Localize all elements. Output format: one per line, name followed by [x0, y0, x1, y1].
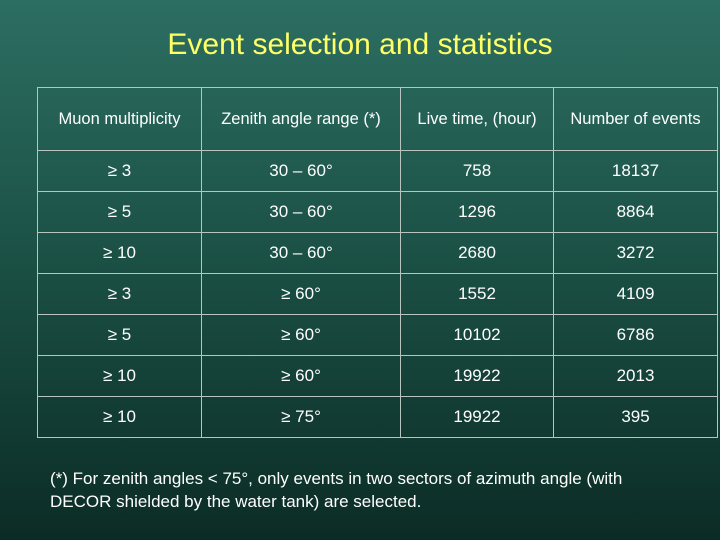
table-row: ≥ 10 ≥ 60° 19922 2013 [37, 355, 718, 397]
table-cell: ≥ 10 [37, 396, 202, 438]
table-cell: 395 [553, 396, 718, 438]
table-row: ≥ 3 30 – 60° 758 18137 [37, 150, 718, 192]
table-cell: ≥ 10 [37, 232, 202, 274]
table-cell: 758 [400, 150, 554, 192]
table-cell: ≥ 60° [201, 314, 401, 356]
column-header: Muon multiplicity [37, 87, 202, 151]
table-cell: 19922 [400, 396, 554, 438]
table-cell: 2013 [553, 355, 718, 397]
table-row: ≥ 5 30 – 60° 1296 8864 [37, 191, 718, 233]
slide-title: Event selection and statistics [167, 28, 553, 61]
table-cell: 8864 [553, 191, 718, 233]
table-cell: 4109 [553, 273, 718, 315]
table-cell: ≥ 5 [37, 191, 202, 233]
table-row: ≥ 5 ≥ 60° 10102 6786 [37, 314, 718, 356]
table-cell: ≥ 60° [201, 273, 401, 315]
column-header: Number of events [553, 87, 718, 151]
table-cell: 30 – 60° [201, 191, 401, 233]
table-cell: 3272 [553, 232, 718, 274]
table-cell: 10102 [400, 314, 554, 356]
table-cell: ≥ 3 [37, 150, 202, 192]
column-header: Zenith angle range (*) [201, 87, 401, 151]
table-cell: 2680 [400, 232, 554, 274]
footnote: (*) For zenith angles < 75°, only events… [50, 469, 623, 511]
table-row: ≥ 10 ≥ 75° 19922 395 [37, 396, 718, 438]
table-cell: ≥ 10 [37, 355, 202, 397]
table-cell: ≥ 60° [201, 355, 401, 397]
header-row: Muon multiplicity Zenith angle range (*) L… [37, 87, 718, 151]
stats-table: Muon multiplicity Zenith angle range (*) L… [37, 87, 718, 438]
table-row: ≥ 3 ≥ 60° 1552 4109 [37, 273, 718, 315]
column-header: Live time, (hour) [400, 87, 554, 151]
table-cell: ≥ 3 [37, 273, 202, 315]
table-cell: 18137 [553, 150, 718, 192]
table-cell: 19922 [400, 355, 554, 397]
table-row: ≥ 10 30 – 60° 2680 3272 [37, 232, 718, 274]
table-cell: 30 – 60° [201, 232, 401, 274]
table-cell: 1552 [400, 273, 554, 315]
table-cell: 30 – 60° [201, 150, 401, 192]
table-cell: ≥ 75° [201, 396, 401, 438]
table-cell: 1296 [400, 191, 554, 233]
table-cell: 6786 [553, 314, 718, 356]
table-cell: ≥ 5 [37, 314, 202, 356]
